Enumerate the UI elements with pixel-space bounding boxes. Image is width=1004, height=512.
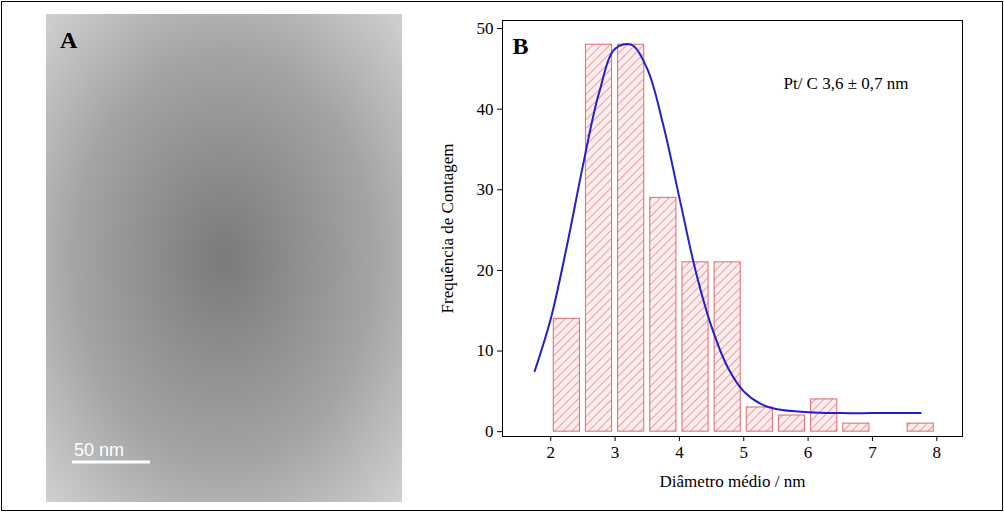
svg-text:30: 30 — [477, 180, 494, 199]
svg-text:6: 6 — [804, 443, 813, 462]
svg-text:40: 40 — [477, 100, 494, 119]
svg-text:5: 5 — [740, 443, 749, 462]
svg-text:10: 10 — [477, 341, 494, 360]
svg-text:8: 8 — [933, 443, 942, 462]
svg-text:50 nm: 50 nm — [74, 440, 124, 460]
svg-text:A: A — [60, 27, 78, 53]
svg-text:20: 20 — [477, 261, 494, 280]
svg-text:4: 4 — [675, 443, 684, 462]
svg-text:Pt/ C 3,6 ± 0,7 nm: Pt/ C 3,6 ± 0,7 nm — [783, 74, 908, 93]
svg-text:7: 7 — [868, 443, 877, 462]
svg-text:Diâmetro médio / nm: Diâmetro médio / nm — [660, 472, 806, 491]
svg-text:50: 50 — [477, 19, 494, 38]
svg-text:B: B — [513, 33, 529, 59]
svg-text:Frequência de Contagem: Frequência de Contagem — [438, 144, 457, 314]
svg-text:3: 3 — [611, 443, 620, 462]
svg-text:2: 2 — [547, 443, 556, 462]
svg-text:0: 0 — [485, 422, 494, 441]
